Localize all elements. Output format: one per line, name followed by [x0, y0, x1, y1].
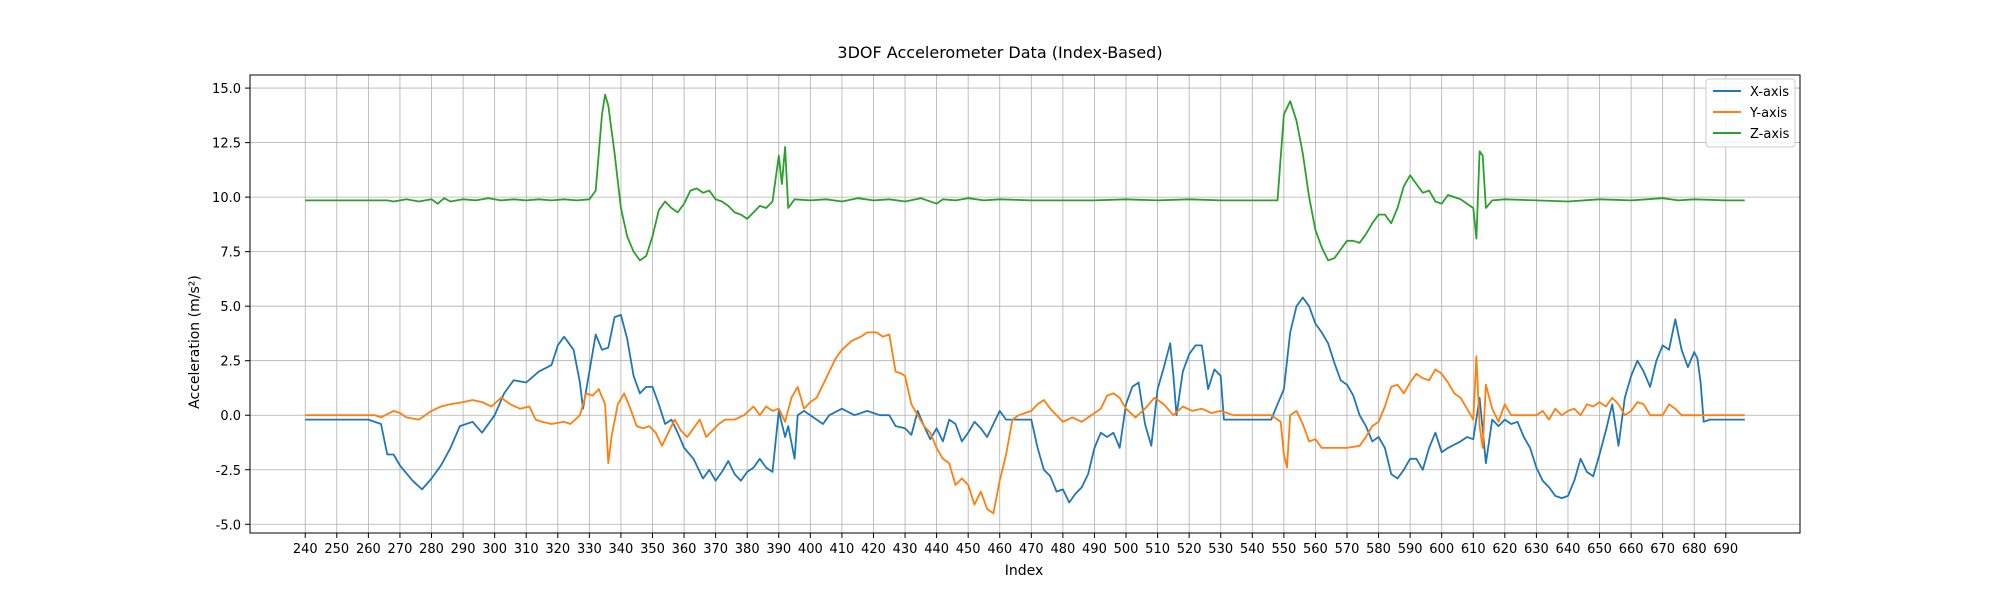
legend: X-axis Y-axis Z-axis — [1705, 78, 1796, 148]
x-tick-label: 270 — [388, 542, 413, 557]
x-tick-label: 430 — [893, 542, 918, 557]
grid-lines — [250, 75, 1800, 533]
series-line-y-axis — [305, 331, 1745, 515]
x-tick-label: 530 — [1208, 542, 1233, 557]
y-tick-label: -5.0 — [216, 518, 241, 533]
x-tick-label: 400 — [798, 542, 823, 557]
y-tick-label: 5.0 — [220, 300, 241, 315]
x-tick-label: 490 — [1082, 542, 1107, 557]
x-tick-label: 470 — [1019, 542, 1044, 557]
x-tick-label: 360 — [672, 542, 697, 557]
x-tick-label: 370 — [703, 542, 728, 557]
x-tick-label: 620 — [1492, 542, 1517, 557]
y-tick-label: 2.5 — [220, 355, 241, 370]
x-tick-label: 310 — [514, 542, 539, 557]
x-axis-label: Index — [1005, 563, 1044, 579]
x-tick-label: 660 — [1619, 542, 1644, 557]
x-axis-ticks: 240 250 260 270 280 290 300 310 320 330 340 350 360 3… — [293, 533, 1738, 557]
legend-label-y-axis: Y-axis — [1749, 106, 1787, 121]
x-tick-label: 460 — [987, 542, 1012, 557]
series-line-x-axis — [305, 296, 1745, 504]
y-tick-label: 0.0 — [220, 409, 241, 424]
x-tick-label: 680 — [1682, 542, 1707, 557]
y-tick-label: 15.0 — [212, 82, 241, 97]
y-tick-label: 10.0 — [212, 191, 241, 206]
x-tick-label: 240 — [293, 542, 318, 557]
x-tick-label: 440 — [924, 542, 949, 557]
x-tick-label: 450 — [956, 542, 981, 557]
y-tick-label: -2.5 — [216, 464, 241, 479]
y-tick-label: 7.5 — [220, 246, 241, 261]
x-tick-label: 650 — [1587, 542, 1612, 557]
y-tick-label: 12.5 — [212, 137, 241, 152]
x-tick-label: 670 — [1650, 542, 1675, 557]
x-tick-label: 540 — [1240, 542, 1265, 557]
x-tick-label: 550 — [1271, 542, 1296, 557]
x-tick-label: 630 — [1524, 542, 1549, 557]
x-tick-label: 510 — [1145, 542, 1170, 557]
series-lines — [305, 93, 1745, 515]
x-tick-label: 410 — [829, 542, 854, 557]
legend-box — [1705, 78, 1796, 148]
x-tick-label: 590 — [1398, 542, 1423, 557]
y-axis-ticks: -5.0 -2.5 0.0 2.5 5.0 7.5 10.0 12.5 15.0 — [212, 82, 250, 533]
x-tick-label: 320 — [545, 542, 570, 557]
series-line-z-axis — [305, 93, 1745, 262]
x-tick-label: 690 — [1713, 542, 1738, 557]
x-tick-label: 640 — [1556, 542, 1581, 557]
x-tick-label: 520 — [1177, 542, 1202, 557]
legend-label-x-axis: X-axis — [1750, 85, 1789, 100]
x-tick-label: 340 — [609, 542, 634, 557]
x-tick-label: 500 — [1114, 542, 1139, 557]
x-tick-label: 330 — [577, 542, 602, 557]
x-tick-label: 300 — [482, 542, 507, 557]
x-tick-label: 420 — [861, 542, 886, 557]
x-tick-label: 260 — [356, 542, 381, 557]
x-tick-label: 610 — [1461, 542, 1486, 557]
y-axis-label: Acceleration (m/s²) — [187, 275, 203, 409]
x-tick-label: 390 — [766, 542, 791, 557]
x-tick-label: 350 — [640, 542, 665, 557]
plot-frame — [249, 74, 1801, 534]
x-tick-label: 480 — [1050, 542, 1075, 557]
x-tick-label: 280 — [419, 542, 444, 557]
legend-label-z-axis: Z-axis — [1750, 127, 1790, 142]
x-tick-label: 250 — [324, 542, 349, 557]
x-tick-label: 570 — [1335, 542, 1360, 557]
x-tick-label: 380 — [735, 542, 760, 557]
x-tick-label: 600 — [1429, 542, 1454, 557]
chart-title: 3DOF Accelerometer Data (Index-Based) — [837, 43, 1162, 62]
x-tick-label: 560 — [1303, 542, 1328, 557]
x-tick-label: 580 — [1366, 542, 1391, 557]
x-tick-label: 290 — [451, 542, 476, 557]
